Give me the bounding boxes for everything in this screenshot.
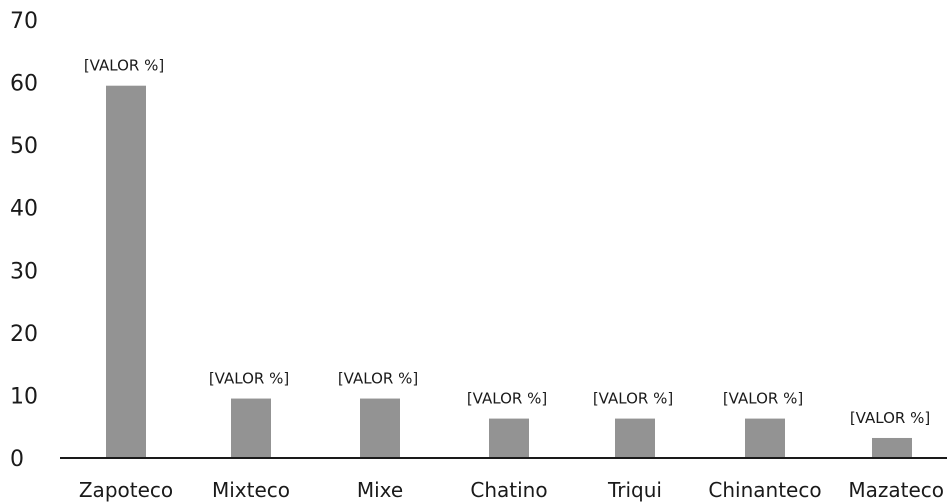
data-label-mixteco: [VALOR %]: [209, 370, 289, 388]
data-label-chatino: [VALOR %]: [467, 390, 547, 408]
bars: [106, 85, 912, 458]
bar-triqui: [615, 418, 655, 458]
category-label-chinanteco: Chinanteco: [708, 478, 821, 502]
y-axis-tick-labels: 0 10 20 30 40 50 60 70: [10, 9, 38, 472]
bar-chatino: [489, 418, 529, 458]
data-label-zapoteco: [VALOR %]: [84, 57, 164, 75]
bar-mixteco: [231, 398, 271, 458]
data-label-mixe: [VALOR %]: [338, 370, 418, 388]
bar-mazateco: [872, 437, 912, 458]
bar-mixe: [360, 398, 400, 458]
y-tick-label: 0: [10, 447, 24, 472]
y-tick-label: 30: [10, 259, 38, 284]
data-label-mazateco: [VALOR %]: [850, 409, 930, 427]
y-tick-label: 50: [10, 134, 38, 159]
category-label-mixteco: Mixteco: [212, 478, 290, 502]
y-tick-label: 60: [10, 72, 38, 97]
category-label-triqui: Triqui: [607, 478, 662, 502]
x-axis-category-labels: Zapoteco Mixteco Mixe Chatino Triqui Chinante…: [79, 478, 944, 502]
data-label-triqui: [VALOR %]: [593, 390, 673, 408]
category-label-mazateco: Mazateco: [848, 478, 944, 502]
y-tick-label: 10: [10, 384, 38, 409]
y-tick-label: 70: [10, 9, 38, 34]
category-label-mixe: Mixe: [357, 478, 403, 502]
y-tick-label: 20: [10, 322, 38, 347]
bar-chinanteco: [745, 418, 785, 458]
y-tick-label: 40: [10, 197, 38, 222]
data-label-chinanteco: [VALOR %]: [723, 390, 803, 408]
category-label-chatino: Chatino: [470, 478, 547, 502]
category-label-zapoteco: Zapoteco: [79, 478, 173, 502]
bar-zapoteco: [106, 85, 146, 458]
data-labels: [VALOR %] [VALOR %] [VALOR %] [VALOR %] [VAL…: [84, 57, 930, 427]
